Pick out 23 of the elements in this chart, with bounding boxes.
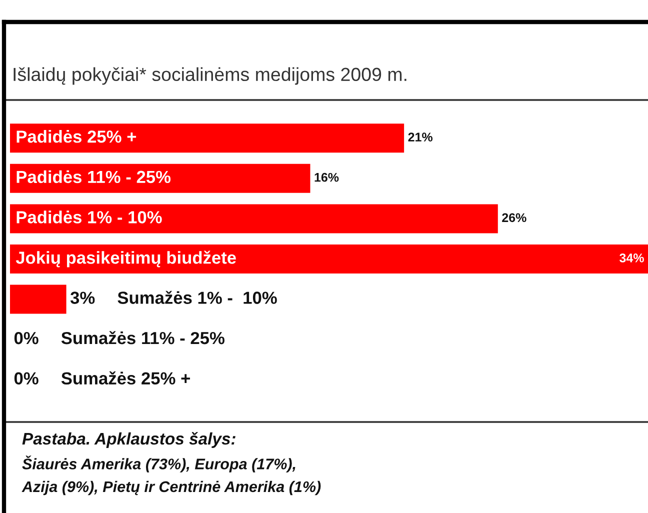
- bar: [10, 204, 498, 234]
- y-tick-label: Sumažės 11% - 25%: [61, 331, 224, 344]
- data-label: 0%: [14, 332, 38, 344]
- bar: [10, 284, 66, 314]
- y-tick-label: Padidės 11% - 25%: [16, 170, 171, 184]
- data-label: 16%: [314, 172, 339, 182]
- text: Šiaurės Amerika (73%), Europa (17%),: [22, 456, 296, 472]
- bar: [10, 164, 310, 193]
- data-label: 0%: [14, 372, 38, 385]
- y-tick-label: Sumažės 25% +: [61, 371, 190, 385]
- bar: [10, 244, 648, 274]
- data-label: 34%: [620, 254, 644, 262]
- text: Pastaba. Apklaustos šalys:: [22, 432, 236, 448]
- data-label: 21%: [408, 132, 432, 142]
- data-label: 26%: [502, 213, 526, 222]
- bar: [10, 124, 404, 153]
- data-label: 3%: [70, 292, 95, 304]
- chart-title: Išlaidų pokyčiai* socialinėms medijoms 2009 m.: [14, 67, 406, 85]
- y-tick-label: Padidės 25% +: [16, 130, 136, 143]
- text: Azija (9%), Pietų ir Centrinė Amerika (1%): [22, 480, 321, 496]
- y-tick-label: Padidės 1% - 10%: [16, 210, 162, 224]
- y-tick-label: Jokių pasikeitimų biudžete: [16, 250, 236, 268]
- y-tick-label: Sumažės 1% - 10%: [118, 290, 277, 304]
